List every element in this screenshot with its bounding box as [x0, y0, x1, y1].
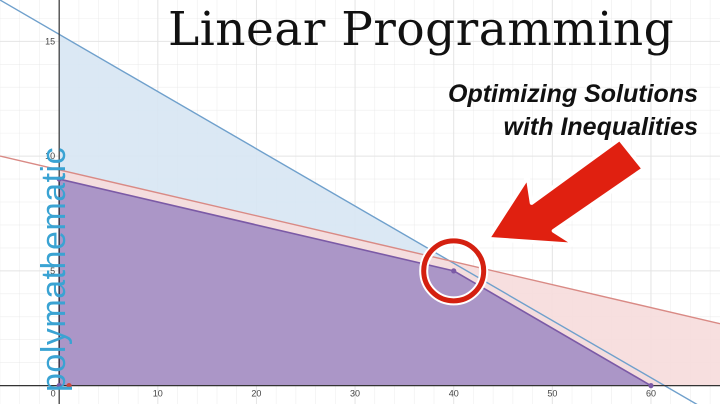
feasible-edge [58, 178, 454, 272]
tick-labels: 0 10 20 30 40 50 60 5 10 15 [45, 36, 656, 398]
x-tick-label: 40 [449, 389, 459, 399]
x-tick-label: 50 [547, 389, 557, 399]
vertex-point [56, 176, 62, 182]
subtitle-line-1: Optimizing Solutions [448, 80, 698, 108]
highlight-circle [421, 238, 487, 304]
y-tick-label: 15 [45, 36, 55, 46]
x-tick-label: 60 [646, 389, 656, 399]
vertex-point [451, 268, 457, 274]
x-tick-label: 0 [51, 389, 56, 399]
arrow-icon [485, 136, 646, 247]
annotation [419, 136, 646, 306]
brand-logo: polymathematic [35, 146, 73, 392]
feasible-edge [453, 270, 652, 387]
x-tick-label: 10 [153, 389, 163, 399]
feasible-region [59, 179, 651, 386]
vertex-point [66, 383, 72, 389]
subtitle: Optimizing Solutions with Inequalities [448, 78, 698, 144]
subtitle-line-2: with Inequalities [503, 113, 698, 141]
vertex-point [56, 383, 62, 389]
page-title: Linear Programming [168, 2, 675, 57]
y-tick-label: 5 [50, 266, 55, 276]
vertex-points [56, 176, 654, 389]
x-tick-label: 30 [350, 389, 360, 399]
y-tick-label: 10 [45, 151, 55, 161]
red-constraint-line [0, 155, 720, 325]
vertex-point [648, 383, 654, 389]
x-tick-label: 20 [251, 389, 261, 399]
